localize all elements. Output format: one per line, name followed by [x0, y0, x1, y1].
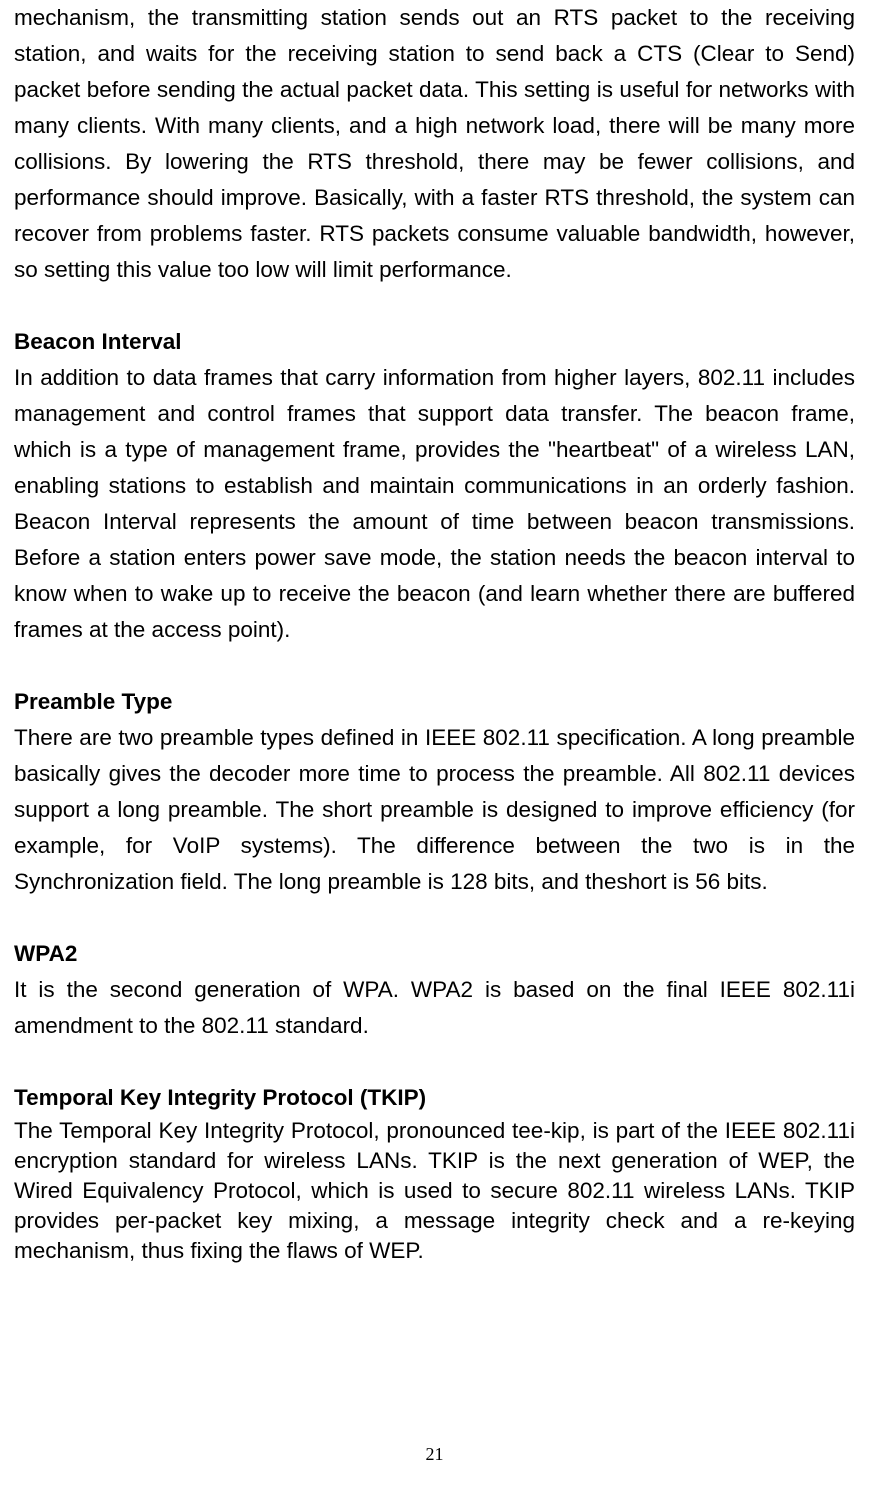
heading-tkip: Temporal Key Integrity Protocol (TKIP) [14, 1080, 855, 1116]
text-beacon-interval: In addition to data frames that carry in… [14, 360, 855, 648]
section-preamble-type: Preamble Type There are two preamble typ… [14, 684, 855, 900]
page-number: 21 [0, 1444, 869, 1465]
section-wpa2: WPA2 It is the second generation of WPA.… [14, 936, 855, 1044]
intro-paragraph: mechanism, the transmitting station send… [14, 0, 855, 288]
section-beacon-interval: Beacon Interval In addition to data fram… [14, 324, 855, 648]
text-tkip: The Temporal Key Integrity Protocol, pro… [14, 1116, 855, 1266]
section-tkip: Temporal Key Integrity Protocol (TKIP) T… [14, 1080, 855, 1266]
document-page: mechanism, the transmitting station send… [0, 0, 869, 1489]
heading-preamble-type: Preamble Type [14, 684, 855, 720]
text-wpa2: It is the second generation of WPA. WPA2… [14, 972, 855, 1044]
heading-beacon-interval: Beacon Interval [14, 324, 855, 360]
text-preamble-type: There are two preamble types defined in … [14, 720, 855, 900]
heading-wpa2: WPA2 [14, 936, 855, 972]
